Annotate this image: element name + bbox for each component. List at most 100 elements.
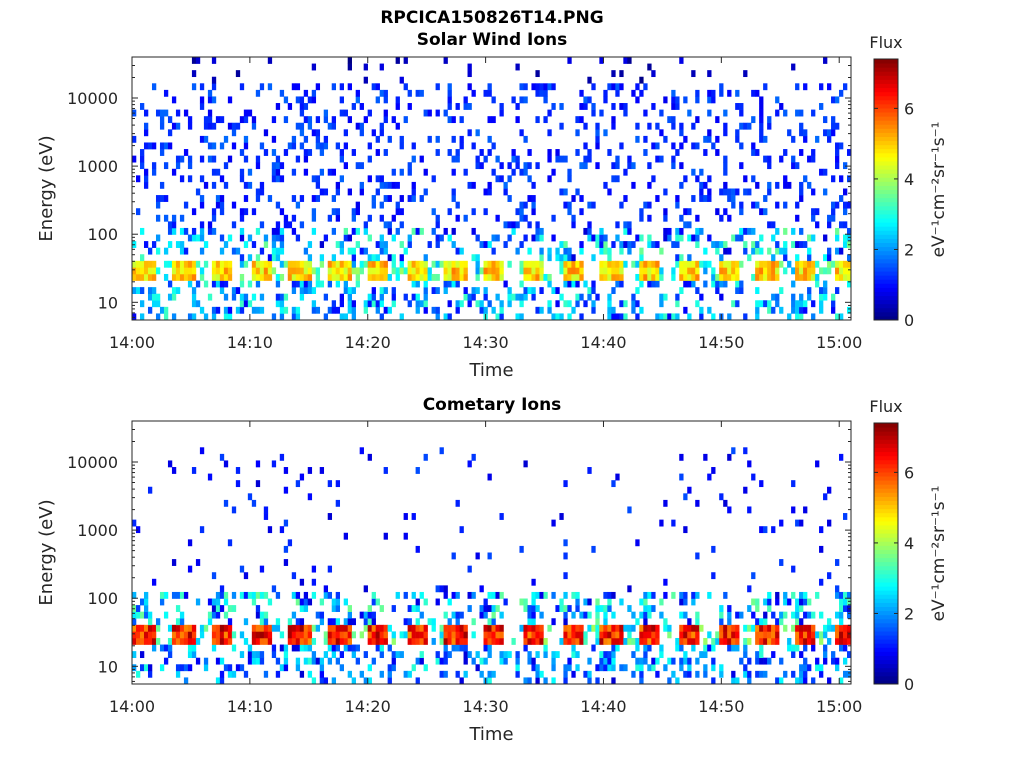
heatmap-cell — [823, 234, 828, 242]
heatmap-cell — [807, 624, 812, 632]
heatmap-cell — [347, 293, 352, 301]
heatmap-cell — [407, 605, 412, 612]
heatmap-cell — [463, 168, 468, 176]
heatmap-cell — [651, 70, 656, 78]
y-tick-label: 1000 — [77, 521, 118, 540]
heatmap-cell — [551, 234, 556, 242]
heatmap-cell — [675, 637, 680, 645]
heatmap-cell — [707, 109, 712, 117]
heatmap-cell — [791, 280, 796, 288]
heatmap-cell — [243, 109, 249, 117]
heatmap-cell — [375, 273, 380, 281]
heatmap-cell — [223, 637, 229, 645]
heatmap-cell — [463, 96, 468, 104]
heatmap-cell — [235, 467, 241, 474]
colorbar-segment — [874, 622, 898, 628]
heatmap-cell — [251, 637, 257, 645]
heatmap-cell — [695, 267, 700, 275]
heatmap-cell — [691, 624, 696, 632]
heatmap-cell — [183, 273, 189, 281]
heatmap-cell — [335, 188, 341, 196]
heatmap-cell — [731, 234, 736, 242]
heatmap-cell — [331, 651, 337, 659]
heatmap-cell — [291, 273, 297, 281]
heatmap-cell — [443, 287, 448, 294]
heatmap-cell — [579, 195, 584, 202]
heatmap-cell — [607, 273, 612, 281]
heatmap-cell — [291, 572, 297, 580]
heatmap-cell — [163, 644, 169, 652]
heatmap-cell — [319, 241, 325, 248]
heatmap-cell — [655, 267, 660, 275]
heatmap-cell — [771, 637, 776, 645]
heatmap-cell — [403, 57, 408, 64]
heatmap-cell — [635, 618, 640, 626]
colorbar-segment — [874, 655, 898, 661]
heatmap-cell — [219, 624, 225, 632]
heatmap-cell — [347, 234, 352, 242]
heatmap-cell — [679, 214, 684, 222]
heatmap-cell — [559, 267, 564, 275]
heatmap-cell — [315, 129, 321, 137]
heatmap-cell — [831, 657, 836, 665]
heatmap-cell — [639, 677, 644, 685]
heatmap-cell — [371, 129, 376, 137]
heatmap-cell — [283, 214, 289, 222]
heatmap-cell — [779, 657, 784, 665]
heatmap-cell — [587, 657, 592, 665]
heatmap-cell — [287, 260, 293, 268]
heatmap-cell — [663, 227, 668, 235]
heatmap-cell — [231, 142, 237, 150]
heatmap-cell — [263, 241, 269, 248]
heatmap-cell — [787, 181, 792, 189]
heatmap-cell — [455, 300, 460, 308]
heatmap-cell — [515, 664, 520, 672]
heatmap-cell — [743, 670, 748, 678]
heatmap-cell — [791, 135, 796, 143]
heatmap-cell — [207, 109, 213, 117]
heatmap-cell — [451, 227, 456, 235]
heatmap-cell — [599, 57, 604, 64]
heatmap-cell — [587, 96, 592, 104]
heatmap-cell — [171, 467, 177, 474]
heatmap-cell — [503, 598, 508, 606]
heatmap-cell — [427, 135, 432, 143]
heatmap-cell — [571, 254, 576, 262]
heatmap-cell — [675, 300, 680, 308]
heatmap-cell — [419, 227, 424, 235]
heatmap-cell — [719, 188, 724, 196]
heatmap-cell — [263, 234, 269, 242]
heatmap-cell — [739, 142, 744, 150]
heatmap-cell — [515, 313, 520, 321]
heatmap-cell — [767, 221, 772, 229]
heatmap-cell — [675, 195, 680, 202]
heatmap-cell — [555, 651, 560, 659]
heatmap-cell — [591, 300, 596, 308]
x-tick-label: 15:00 — [816, 333, 862, 352]
heatmap-cell — [527, 677, 532, 685]
heatmap-cell — [499, 273, 504, 281]
heatmap-cell — [803, 637, 808, 645]
y-tick-label: 100 — [87, 589, 118, 608]
heatmap-cell — [467, 70, 472, 78]
heatmap-cell — [507, 195, 512, 202]
heatmap-cell — [755, 605, 760, 612]
heatmap-cell — [243, 116, 249, 124]
heatmap-cell — [375, 267, 380, 275]
heatmap-cell — [495, 260, 500, 268]
heatmap-cell — [715, 149, 720, 156]
heatmap-cell — [491, 637, 496, 645]
heatmap-cell — [307, 670, 313, 678]
heatmap-cell — [659, 519, 664, 527]
heatmap-cell — [355, 122, 360, 130]
heatmap-cell — [143, 129, 149, 137]
heatmap-cell — [163, 89, 169, 97]
heatmap-cell — [583, 142, 588, 150]
heatmap-cell — [231, 644, 237, 652]
heatmap-cell — [651, 605, 656, 612]
heatmap-cell — [727, 267, 732, 275]
heatmap-cell — [527, 657, 532, 665]
heatmap-cell — [835, 559, 840, 566]
colorbar-tick-label: 0 — [904, 311, 914, 330]
heatmap-cell — [435, 234, 440, 242]
